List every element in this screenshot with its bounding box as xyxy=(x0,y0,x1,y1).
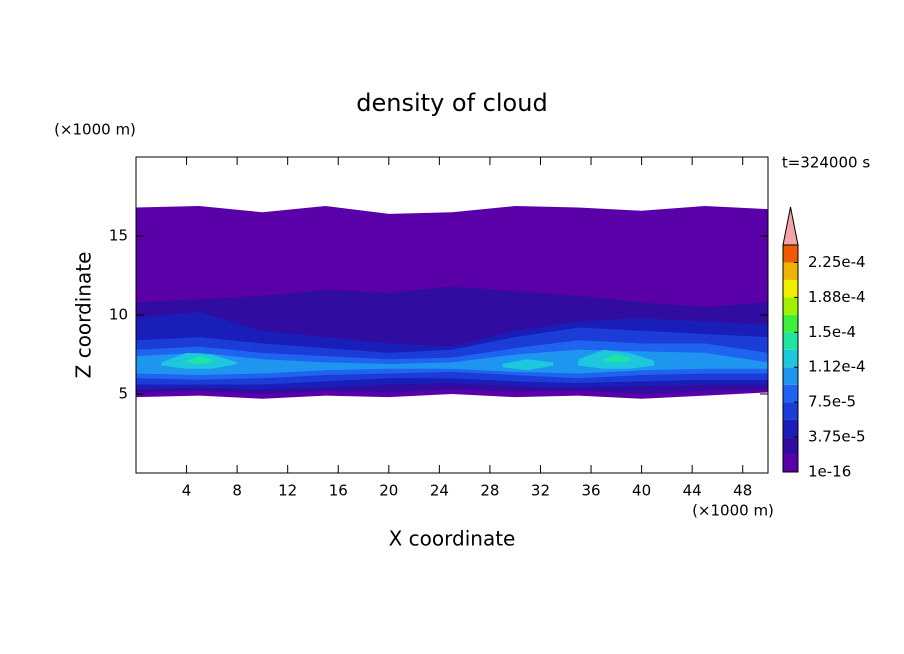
x-tick-label: 24 xyxy=(430,482,449,500)
x-tick-label: 44 xyxy=(683,482,702,500)
annotation: t=324000 s xyxy=(782,154,870,172)
x-unit: (×1000 m) xyxy=(692,502,774,520)
colorbar-tick-label: 1e-16 xyxy=(808,463,851,481)
colorbar-frame xyxy=(782,244,799,473)
x-tick-label: 12 xyxy=(278,482,297,500)
colorbar-tick-label: 1.5e-4 xyxy=(808,323,856,341)
x-axis-label: X coordinate xyxy=(389,527,516,551)
x-tick-label: 48 xyxy=(733,482,752,500)
y-unit: (×1000 m) xyxy=(54,121,136,139)
y-tick-label: 10 xyxy=(109,306,128,324)
y-tick-label: 15 xyxy=(109,227,128,245)
colorbar-band xyxy=(783,279,798,298)
colorbar-band xyxy=(783,419,798,438)
contour-region xyxy=(186,356,212,364)
colorbar-band xyxy=(783,367,798,385)
colorbar-tick-label: 1.12e-4 xyxy=(808,358,866,376)
colorbar-band xyxy=(783,402,798,420)
colorbar-band xyxy=(783,245,798,263)
colorbar-band xyxy=(783,384,798,403)
x-tick-label: 20 xyxy=(379,482,398,500)
x-tick-label: 28 xyxy=(480,482,499,500)
colorbar-band xyxy=(783,314,798,333)
colorbar-tick-label: 7.5e-5 xyxy=(808,393,856,411)
colorbar-tick-label: 1.88e-4 xyxy=(808,288,866,306)
x-tick-label: 40 xyxy=(632,482,651,500)
colorbar-band xyxy=(783,349,798,368)
y-tick-label: 5 xyxy=(118,385,128,403)
x-tick-label: 32 xyxy=(531,482,550,500)
y-axis-label: Z coordinate xyxy=(72,252,96,379)
chart-title: density of cloud xyxy=(356,89,547,117)
colorbar-band xyxy=(783,454,798,472)
colorbar-band xyxy=(783,332,798,350)
colorbar-tick-label: 3.75e-5 xyxy=(808,428,866,446)
x-tick-label: 36 xyxy=(581,482,600,500)
colorbar-tick-label: 2.25e-4 xyxy=(808,253,866,271)
colorbar-extension xyxy=(782,206,799,246)
x-tick-label: 16 xyxy=(329,482,348,500)
colorbar-band xyxy=(783,437,798,455)
x-tick-label: 8 xyxy=(232,482,242,500)
colorbar-band xyxy=(783,297,798,315)
colorbar-band xyxy=(783,262,798,280)
contour-region xyxy=(603,354,629,363)
contour-region xyxy=(502,359,554,371)
x-tick-label: 4 xyxy=(182,482,192,500)
